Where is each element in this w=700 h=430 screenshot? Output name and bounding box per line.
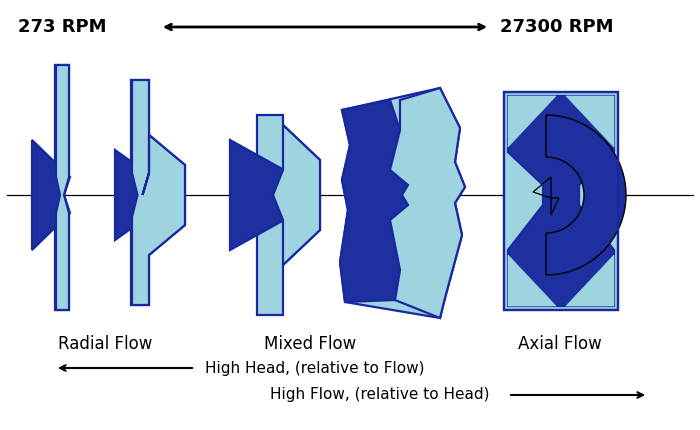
Polygon shape <box>566 96 614 147</box>
Text: High Head, (relative to Flow): High Head, (relative to Flow) <box>205 360 424 375</box>
Polygon shape <box>508 255 556 306</box>
Polygon shape <box>390 88 465 318</box>
Bar <box>504 92 618 310</box>
Polygon shape <box>273 125 320 265</box>
Polygon shape <box>230 140 284 250</box>
Polygon shape <box>340 100 408 302</box>
Polygon shape <box>56 65 69 310</box>
Polygon shape <box>566 255 614 306</box>
Text: Axial Flow: Axial Flow <box>518 335 602 353</box>
Text: Radial Flow: Radial Flow <box>58 335 152 353</box>
Polygon shape <box>132 80 185 305</box>
Polygon shape <box>508 96 614 306</box>
Text: High Flow, (relative to Head): High Flow, (relative to Head) <box>270 387 489 402</box>
Polygon shape <box>32 140 70 250</box>
Polygon shape <box>131 80 185 305</box>
Polygon shape <box>55 65 69 310</box>
Polygon shape <box>546 115 626 275</box>
Bar <box>504 92 618 310</box>
Polygon shape <box>257 115 320 315</box>
Polygon shape <box>115 150 150 240</box>
Text: 273 RPM: 273 RPM <box>18 18 106 36</box>
Text: 27300 RPM: 27300 RPM <box>500 18 613 36</box>
Polygon shape <box>508 96 556 147</box>
Polygon shape <box>340 88 465 318</box>
Text: Mixed Flow: Mixed Flow <box>264 335 356 353</box>
